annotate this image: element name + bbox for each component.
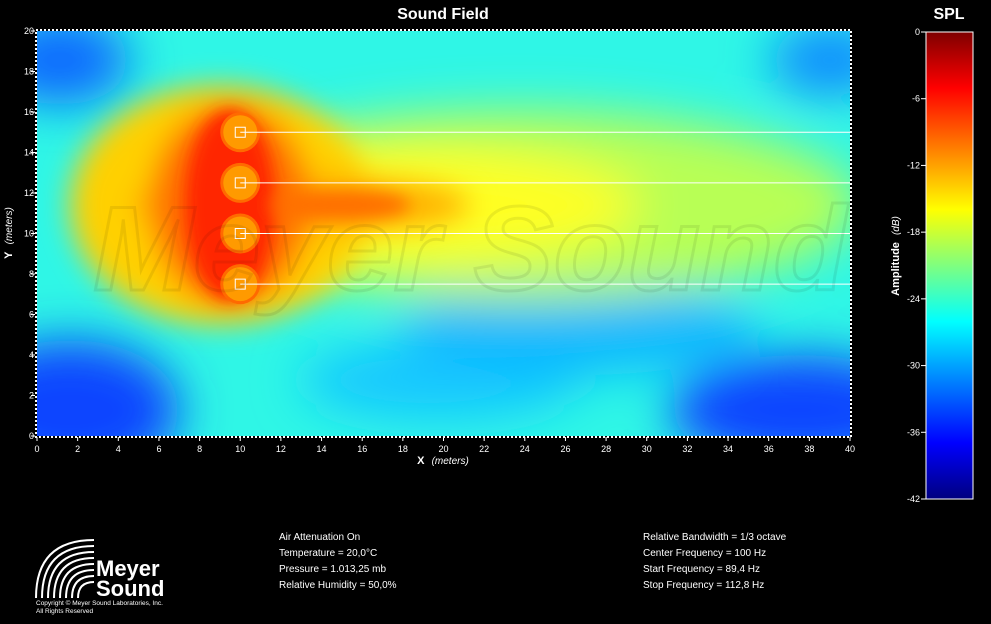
source-marker [234, 278, 246, 290]
x-tick-label: 38 [804, 444, 814, 454]
colorbar-tick-label: -24 [907, 294, 920, 304]
watermark: Meyer Sound [92, 181, 850, 318]
pressure-value: Pressure = 1.013,25 mb [279, 564, 387, 575]
x-tick-label: 18 [398, 444, 408, 454]
colorbar-tick-label: -18 [907, 227, 920, 237]
y-tick-label: 2 [29, 391, 34, 401]
colorbar-tick-label: 0 [915, 27, 920, 37]
y-tick-label: 0 [29, 431, 34, 441]
logo-word-meyer: Meyer [96, 556, 160, 581]
x-tick-label: 6 [156, 444, 161, 454]
x-tick-label: 22 [479, 444, 489, 454]
y-tick-label: 16 [24, 107, 34, 117]
colorbar-title: SPL [933, 6, 964, 23]
y-tick-label: 18 [24, 67, 34, 77]
speaker-markers [220, 112, 850, 305]
meyer-sound-logo: Meyer Sound Copyright © Meyer Sound Labo… [34, 538, 184, 618]
copyright-line: Copyright © Meyer Sound Laboratories, In… [36, 600, 163, 607]
y-axis-ticks: 0 2 4 6 8 10 12 14 16 18 20 [24, 26, 35, 441]
x-tick-label: 40 [845, 444, 855, 454]
y-tick-label: 4 [29, 350, 34, 360]
x-axis-label-unit: (meters) [432, 456, 469, 467]
x-tick-label: 26 [560, 444, 570, 454]
x-tick-label: 10 [235, 444, 245, 454]
rights-line: All Rights Reserved [36, 608, 94, 615]
stop-frequency-value: Stop Frequency = 112,8 Hz [643, 580, 765, 591]
source-marker [234, 228, 246, 239]
y-tick-label: 10 [24, 229, 34, 239]
x-tick-label: 32 [682, 444, 692, 454]
x-tick-label: 8 [197, 444, 202, 454]
x-axis-ticks: 0 2 4 6 8 10 12 14 16 18 20 22 24 26 28 30 32 34 36 38 40 [34, 437, 855, 454]
colorbar-tick-label: -12 [907, 160, 920, 170]
logo-word-sound: Sound [96, 576, 165, 601]
colorbar-tick-label: -36 [907, 427, 920, 437]
y-tick-label: 6 [29, 310, 34, 320]
colorbar-tick-label: -30 [907, 361, 920, 371]
watermark-text: Meyer Sound [93, 182, 849, 316]
x-tick-label: 34 [723, 444, 733, 454]
x-tick-label: 16 [357, 444, 367, 454]
x-tick-label: 30 [642, 444, 652, 454]
center-frequency-value: Center Frequency = 100 Hz [643, 548, 767, 559]
y-axis-label: Y (meters) [3, 207, 15, 259]
frequency-info: Relative Bandwidth = 1/3 octave Center F… [643, 530, 786, 594]
y-axis-label-name: Y [3, 251, 15, 259]
start-frequency-value: Start Frequency = 89,4 Hz [643, 564, 761, 575]
source-marker [234, 177, 246, 189]
logo-waves-icon [35, 539, 95, 599]
y-tick-label: 20 [24, 26, 34, 36]
heatmap-field: Meyer Sound [37, 31, 850, 436]
colorbar-tick-label: -42 [907, 494, 920, 504]
colorbar-label-name: Amplitude [890, 242, 902, 296]
humidity-value: Relative Humidity = 50,0% [279, 580, 397, 591]
chart-title: Sound Field [397, 6, 489, 23]
x-tick-label: 28 [601, 444, 611, 454]
colorbar-tick-label: -6 [912, 94, 920, 104]
x-axis-label: X (meters) [417, 455, 469, 467]
colorbar-ticks: 0 -6 -12 -18 -24 -30 -36 -42 [907, 27, 926, 504]
x-tick-label: 0 [34, 444, 39, 454]
air-attenuation-info: Air Attenuation On Temperature = 20,0°C … [279, 530, 397, 594]
colorbar-label: Amplitude (dB) [890, 216, 902, 296]
x-tick-label: 2 [75, 444, 80, 454]
x-tick-label: 4 [116, 444, 121, 454]
x-axis-label-name: X [417, 455, 425, 467]
x-tick-label: 20 [438, 444, 448, 454]
air-attenuation-status: Air Attenuation On [279, 532, 361, 543]
x-tick-label: 36 [764, 444, 774, 454]
x-tick-label: 12 [276, 444, 286, 454]
y-tick-label: 8 [29, 269, 34, 279]
x-tick-label: 14 [317, 444, 327, 454]
source-marker [234, 126, 246, 138]
x-tick-label: 24 [520, 444, 530, 454]
y-axis-label-unit: (meters) [4, 207, 15, 244]
colorbar-label-unit: (dB) [891, 216, 902, 235]
y-tick-label: 14 [24, 148, 34, 158]
colorbar [925, 31, 974, 500]
temperature-value: Temperature = 20,0°C [279, 548, 378, 559]
y-tick-label: 12 [24, 188, 34, 198]
relative-bandwidth-value: Relative Bandwidth = 1/3 octave [643, 532, 787, 543]
